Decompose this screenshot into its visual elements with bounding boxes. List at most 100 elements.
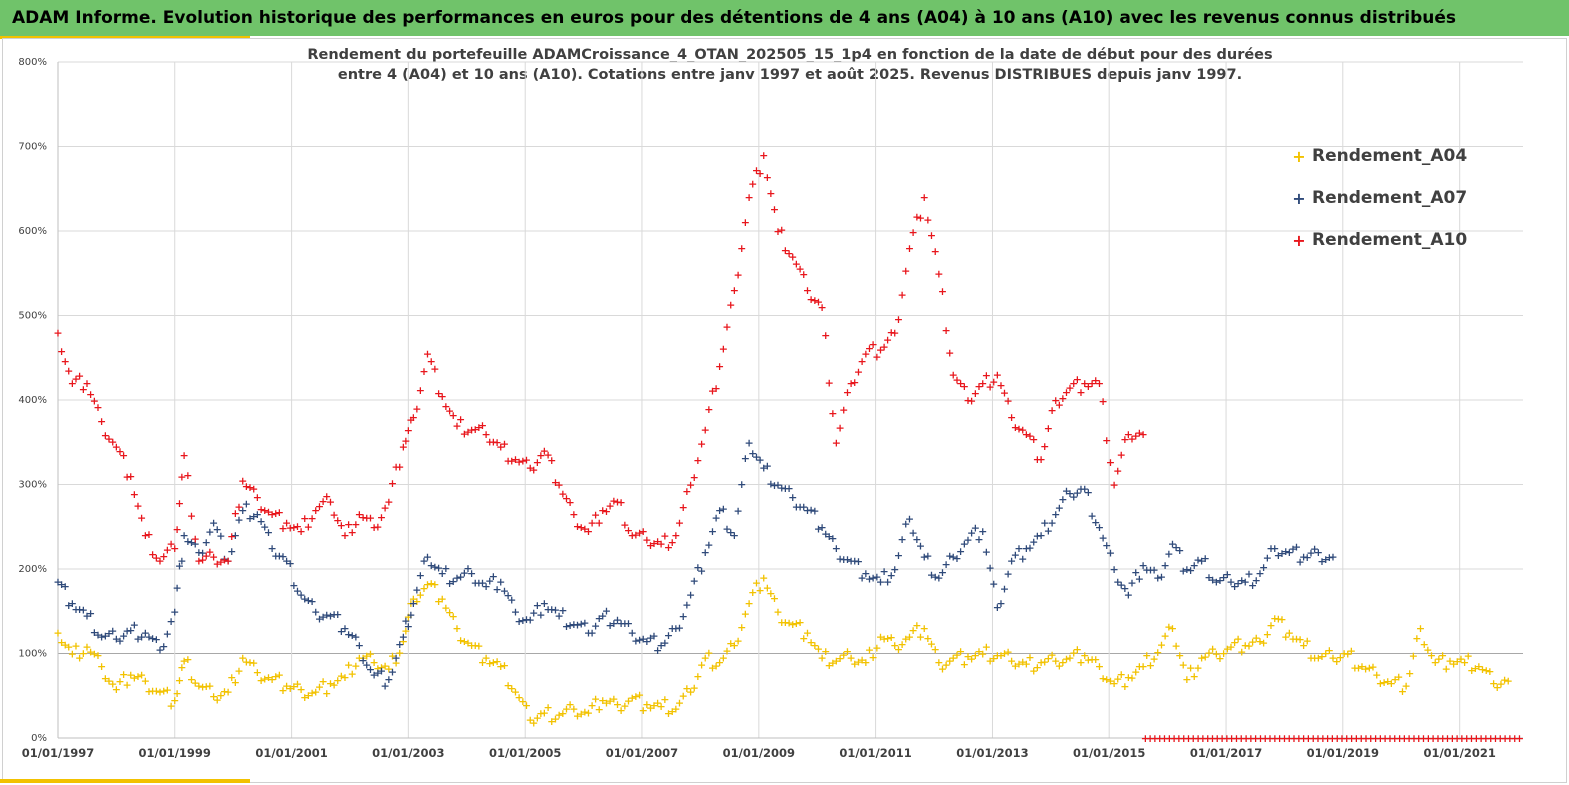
data-point: + [558, 487, 567, 500]
data-point: + [934, 571, 943, 584]
data-point: + [358, 654, 367, 667]
data-point: + [850, 555, 859, 568]
data-point: + [602, 604, 611, 617]
data-point: + [1376, 677, 1385, 690]
data-point: + [540, 445, 549, 458]
data-point: + [478, 419, 487, 432]
data-point: + [920, 622, 929, 635]
data-point: + [1337, 732, 1346, 745]
data-point: + [159, 550, 168, 563]
data-point: + [322, 490, 331, 503]
data-point: + [75, 603, 84, 616]
data-point: + [452, 622, 461, 635]
data-point: + [79, 647, 88, 660]
data-point: + [1190, 670, 1199, 683]
data-point: + [810, 294, 819, 307]
data-point: + [1062, 485, 1071, 498]
data-point: + [485, 436, 494, 449]
data-point: + [584, 707, 593, 720]
data-point: + [1197, 652, 1206, 665]
data-point: + [686, 479, 695, 492]
data-point: + [861, 567, 870, 580]
data-point: + [646, 539, 655, 552]
data-point: + [144, 528, 153, 541]
data-point: + [795, 616, 804, 629]
data-point: + [471, 576, 480, 589]
x-axis-ticks: 01/01/1997 01/01/1999 01/01/2001 01/01/2003… [22, 746, 1496, 760]
data-point: + [275, 506, 284, 519]
data-point: + [423, 348, 432, 361]
data-point: + [1505, 732, 1514, 745]
data-point: + [1304, 732, 1313, 745]
data-point: + [267, 542, 276, 555]
data-point: + [1429, 732, 1438, 745]
data-point: + [395, 460, 404, 473]
data-point: + [558, 707, 567, 720]
data-point: + [307, 686, 316, 699]
data-point: + [1289, 732, 1298, 745]
data-point: + [253, 666, 262, 679]
data-point: + [690, 682, 699, 695]
data-point: + [945, 654, 954, 667]
data-point: + [858, 572, 867, 585]
data-point: + [1062, 652, 1071, 665]
data-point: + [97, 415, 106, 428]
data-point: + [1292, 541, 1301, 554]
data-point: + [938, 566, 947, 579]
data-point: + [526, 614, 535, 627]
data-point: + [362, 649, 371, 662]
data-point: + [183, 535, 192, 548]
data-point: + [438, 390, 447, 403]
data-point: + [1357, 660, 1366, 673]
data-point: + [1385, 732, 1394, 745]
data-point: + [1110, 479, 1119, 492]
data-point: + [481, 652, 490, 665]
data-point: + [64, 599, 73, 612]
data-point: + [598, 504, 607, 517]
data-point: + [1212, 648, 1221, 661]
data-point: + [1462, 732, 1471, 745]
data-point: + [504, 454, 513, 467]
data-point: + [803, 504, 812, 517]
data-point: + [1146, 564, 1155, 577]
y-tick-label: 400% [18, 395, 47, 406]
data-point: + [1251, 732, 1260, 745]
data-point: + [492, 436, 501, 449]
data-point: + [854, 365, 863, 378]
data-point: + [511, 453, 520, 466]
data-point: + [941, 658, 950, 671]
x-tick-label: 01/01/2009 [723, 746, 795, 760]
data-point: + [1091, 516, 1100, 529]
data-point: + [489, 570, 498, 583]
data-point: + [227, 545, 236, 558]
data-point: + [311, 605, 320, 618]
data-point: + [61, 638, 70, 651]
data-point: + [238, 474, 247, 487]
data-point: + [177, 661, 186, 674]
data-point: + [329, 679, 338, 692]
data-point: + [79, 383, 88, 396]
data-point: + [348, 526, 357, 539]
data-point: + [620, 699, 629, 712]
data-point: + [657, 700, 666, 713]
data-point: + [1325, 644, 1334, 657]
data-point: + [82, 377, 91, 390]
data-point: + [792, 500, 801, 513]
data-point: + [587, 627, 596, 640]
data-point: + [463, 562, 472, 575]
data-point: + [213, 693, 222, 706]
data-point: + [187, 509, 196, 522]
data-point: + [152, 633, 161, 646]
data-point: + [971, 387, 980, 400]
data-point: + [887, 631, 896, 644]
data-point: + [653, 535, 662, 548]
data-point: + [90, 395, 99, 408]
data-point: + [609, 617, 618, 630]
data-point: + [275, 669, 284, 682]
data-point: + [119, 668, 128, 681]
data-point: + [481, 580, 490, 593]
data-point: + [1098, 672, 1107, 685]
data-point: + [496, 576, 505, 589]
data-point: + [876, 343, 885, 356]
data-point: + [79, 603, 88, 616]
